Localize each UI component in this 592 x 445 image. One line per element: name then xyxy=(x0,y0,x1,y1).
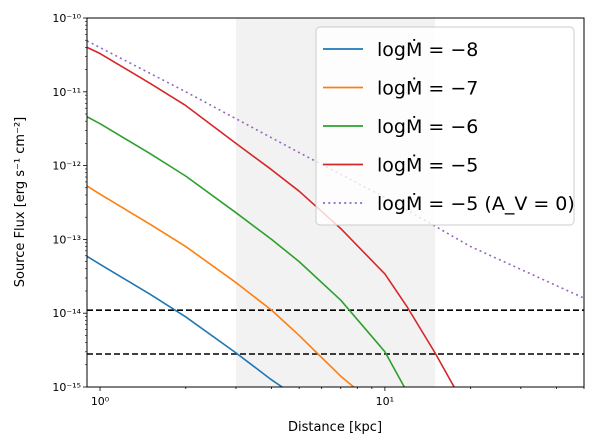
legend-box xyxy=(315,26,575,226)
plot-frame xyxy=(86,17,585,388)
series-line xyxy=(87,46,455,387)
ticks-layer: 10⁻¹⁵ 10⁻¹⁴ 10⁻¹³ 10⁻¹² 10⁻¹¹ 10⁻¹⁰ 10⁰ 10¹ xyxy=(52,12,585,408)
x-axis-label: Distance [kpc] xyxy=(288,420,382,435)
legend-label: logṀ = −5 xyxy=(377,154,478,177)
y-tick-label: 10⁻¹⁴ xyxy=(52,307,81,320)
y-tick-label: 10⁻¹⁵ xyxy=(52,381,81,394)
legend-label: logṀ = −5 (A_V = 0) xyxy=(377,192,575,215)
x-tick-label: 10¹ xyxy=(376,395,394,408)
y-tick-label: 10⁻¹³ xyxy=(52,233,81,246)
threshold-lines-layer xyxy=(87,309,584,355)
legend-label: logṀ = −8 xyxy=(377,38,478,61)
y-tick-label: 10⁻¹¹ xyxy=(52,86,81,99)
legend: logṀ = −8 logṀ = −7 logṀ = −6 logṀ = −5 logṀ… xyxy=(315,26,575,226)
y-tick-label: 10⁻¹⁰ xyxy=(52,12,81,25)
series-line xyxy=(87,115,406,387)
y-axis-label: Source Flux [erg s⁻¹ cm⁻²] xyxy=(13,117,28,287)
y-tick-label: 10⁻¹² xyxy=(52,160,81,173)
series-line xyxy=(87,185,355,387)
x-tick-label: 10⁰ xyxy=(91,395,110,408)
legend-label: logṀ = −6 xyxy=(377,115,478,138)
legend-label: logṀ = −7 xyxy=(377,77,478,100)
series-line xyxy=(87,255,283,387)
